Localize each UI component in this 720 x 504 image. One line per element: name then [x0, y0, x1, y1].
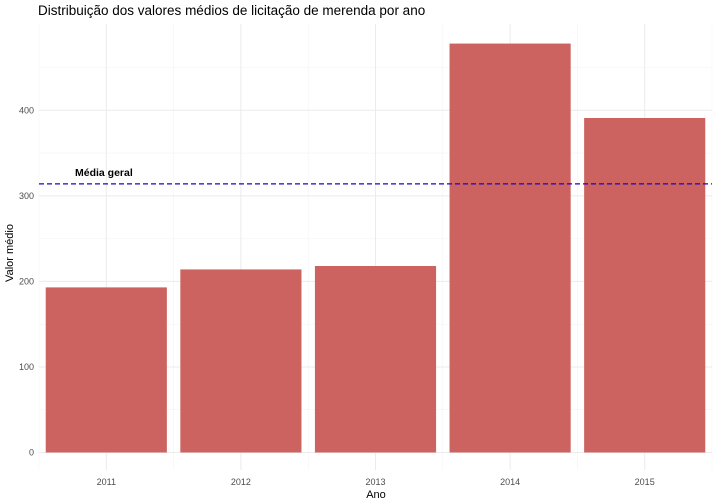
x-tick-label: 2013	[365, 477, 385, 487]
bar-2012	[180, 269, 302, 453]
y-tick-label: 0	[29, 448, 34, 458]
x-tick-label: 2012	[231, 477, 251, 487]
bar-2013	[314, 266, 437, 453]
bar-2015	[584, 117, 706, 453]
y-tick-label: 100	[19, 362, 34, 372]
x-tick-labels: 2011 2012 2013 2014 2015	[97, 477, 655, 487]
y-tick-label: 400	[19, 105, 34, 115]
y-tick-labels: 0 100 200 300 400	[19, 105, 34, 457]
bars	[45, 43, 706, 453]
bar-2014	[449, 43, 571, 453]
bar-2011	[45, 287, 167, 453]
y-tick-label: 200	[19, 276, 34, 286]
x-tick-label: 2015	[635, 477, 655, 487]
y-tick-label: 300	[19, 191, 34, 201]
x-tick-label: 2014	[500, 477, 520, 487]
y-axis-title: Valor médio	[4, 224, 16, 282]
reference-line-label: Média geral	[75, 167, 133, 179]
x-axis-title: Ano	[366, 489, 386, 501]
chart-title: Distribuição dos valores médios de licit…	[38, 3, 425, 18]
reference-line-group: Média geral	[39, 167, 712, 185]
x-tick-label: 2011	[97, 477, 116, 487]
